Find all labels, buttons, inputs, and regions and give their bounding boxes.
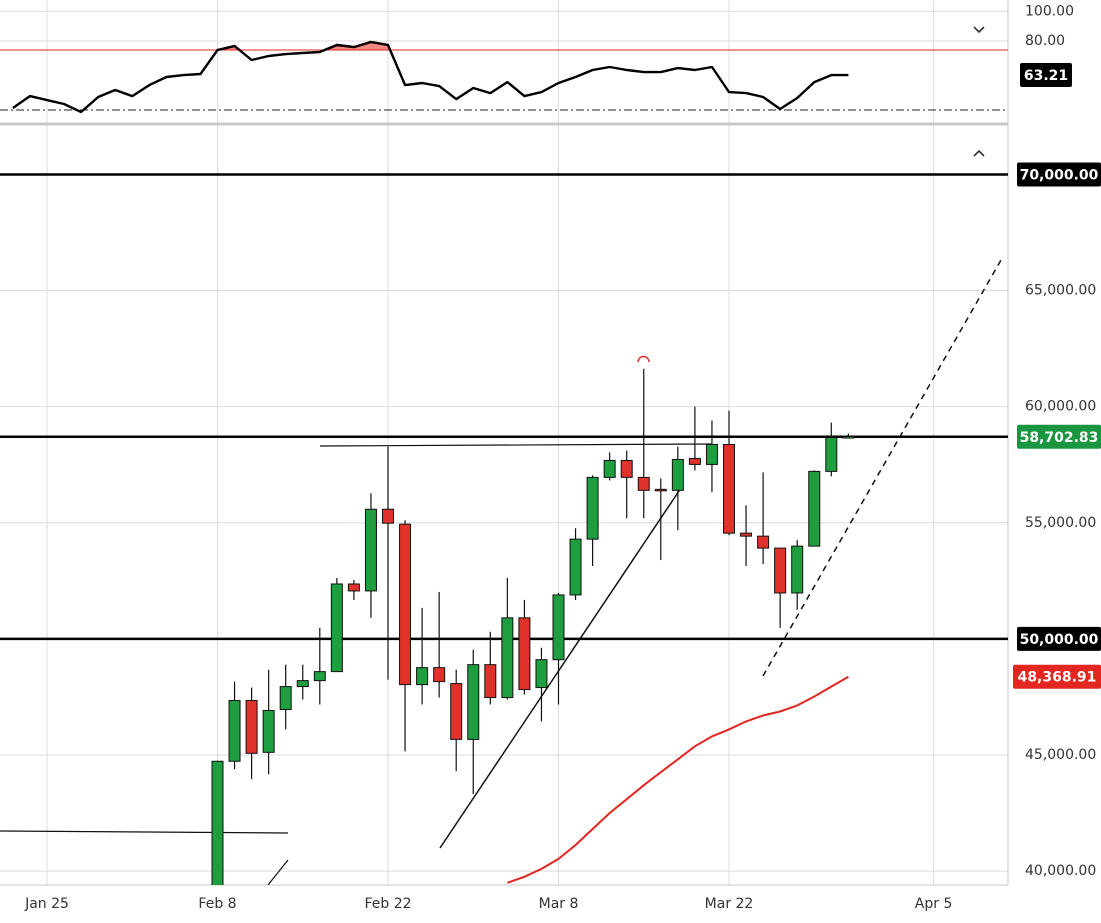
candle-body: [671, 458, 684, 491]
price-panel: [0, 173, 1008, 885]
candle-body: [723, 444, 735, 534]
candle-body: [382, 508, 394, 524]
marker-arc: [637, 355, 650, 363]
candle-body: [654, 488, 667, 492]
candle-body: [211, 760, 224, 885]
candle-body: [364, 508, 377, 592]
trend-line: [267, 859, 289, 885]
candle-body: [808, 470, 821, 547]
ma-tag-box: [1013, 664, 1101, 689]
candle-body: [637, 476, 650, 491]
candle-body: [705, 444, 718, 465]
rsi-tag-box: [1020, 63, 1072, 88]
candle-body: [688, 457, 701, 465]
candle-body: [791, 545, 804, 594]
candle-body: [450, 683, 463, 740]
x-tick-label: Apr 5: [915, 896, 953, 912]
candle-body: [535, 659, 548, 689]
price-tag: 58,702.83: [1020, 430, 1099, 446]
candle-body: [467, 664, 480, 740]
expand-icon[interactable]: [973, 149, 985, 157]
price-tag-box: [1017, 424, 1101, 449]
rsi-panel: [0, 40, 1008, 114]
trend-line: [319, 443, 713, 447]
candle-body: [586, 476, 599, 540]
candle-body: [399, 523, 412, 686]
candle-body: [842, 436, 855, 439]
rsi-overbought-fill: [217, 42, 391, 51]
candle-body: [330, 583, 343, 673]
candle-body: [416, 667, 429, 686]
candle-body: [569, 538, 582, 596]
rsi-overbought-region: [216, 40, 392, 51]
moving-average-line: [507, 675, 849, 884]
rsi-line: [12, 40, 849, 114]
y-tick-label: 45,000.00: [1025, 747, 1096, 763]
collapse-icon[interactable]: [973, 26, 985, 34]
price-tag-box: [1017, 626, 1101, 651]
candle-body: [518, 617, 531, 691]
candle-body: [620, 459, 633, 478]
candle-body: [774, 547, 787, 594]
y-tick-label: 60,000.00: [1025, 399, 1096, 415]
candle-body: [296, 680, 309, 688]
trend-line: [439, 487, 682, 849]
candle-body: [279, 686, 292, 710]
y-tick-label: 40,000.00: [1025, 863, 1096, 879]
x-tick-label: Mar 8: [539, 896, 579, 912]
candle-body: [228, 700, 241, 762]
candle-body: [740, 532, 753, 537]
x-tick-label: Feb 22: [364, 896, 411, 912]
y-tick-label: 55,000.00: [1025, 515, 1096, 531]
y-tick-label: 65,000.00: [1025, 283, 1096, 299]
x-tick-label: Jan 25: [24, 896, 69, 912]
ma-tag: 48,368.91: [1018, 670, 1097, 686]
candle-body: [603, 459, 616, 478]
candle-body: [484, 664, 497, 699]
trend-line-dashed: [762, 259, 1002, 677]
candle-body: [501, 617, 514, 699]
x-tick-label: Mar 22: [705, 896, 754, 912]
rsi-line-overbought: [216, 40, 392, 51]
axes: Jan 25 Feb 8 Feb 22 Mar 8 Mar 22 Apr 5 40,000.…: [24, 3, 1101, 912]
candle-body: [825, 437, 838, 472]
rsi-tick-label: 100.00: [1025, 3, 1074, 19]
price-tag: 50,000.00: [1020, 632, 1099, 648]
candle-body: [552, 594, 565, 661]
trend-line: [0, 830, 289, 834]
rsi-tick-label: 80.00: [1025, 33, 1065, 49]
x-tick-label: Feb 8: [198, 896, 236, 912]
rsi-tag: 63.21: [1024, 68, 1068, 84]
candle-body: [313, 671, 326, 682]
candle-body: [347, 583, 360, 592]
candle-body: [757, 535, 770, 549]
price-tag: 70,000.00: [1020, 167, 1099, 183]
price-tag-box: [1017, 162, 1101, 187]
candle-body: [262, 709, 275, 753]
candle-body: [245, 700, 258, 754]
candle-body: [433, 667, 446, 683]
